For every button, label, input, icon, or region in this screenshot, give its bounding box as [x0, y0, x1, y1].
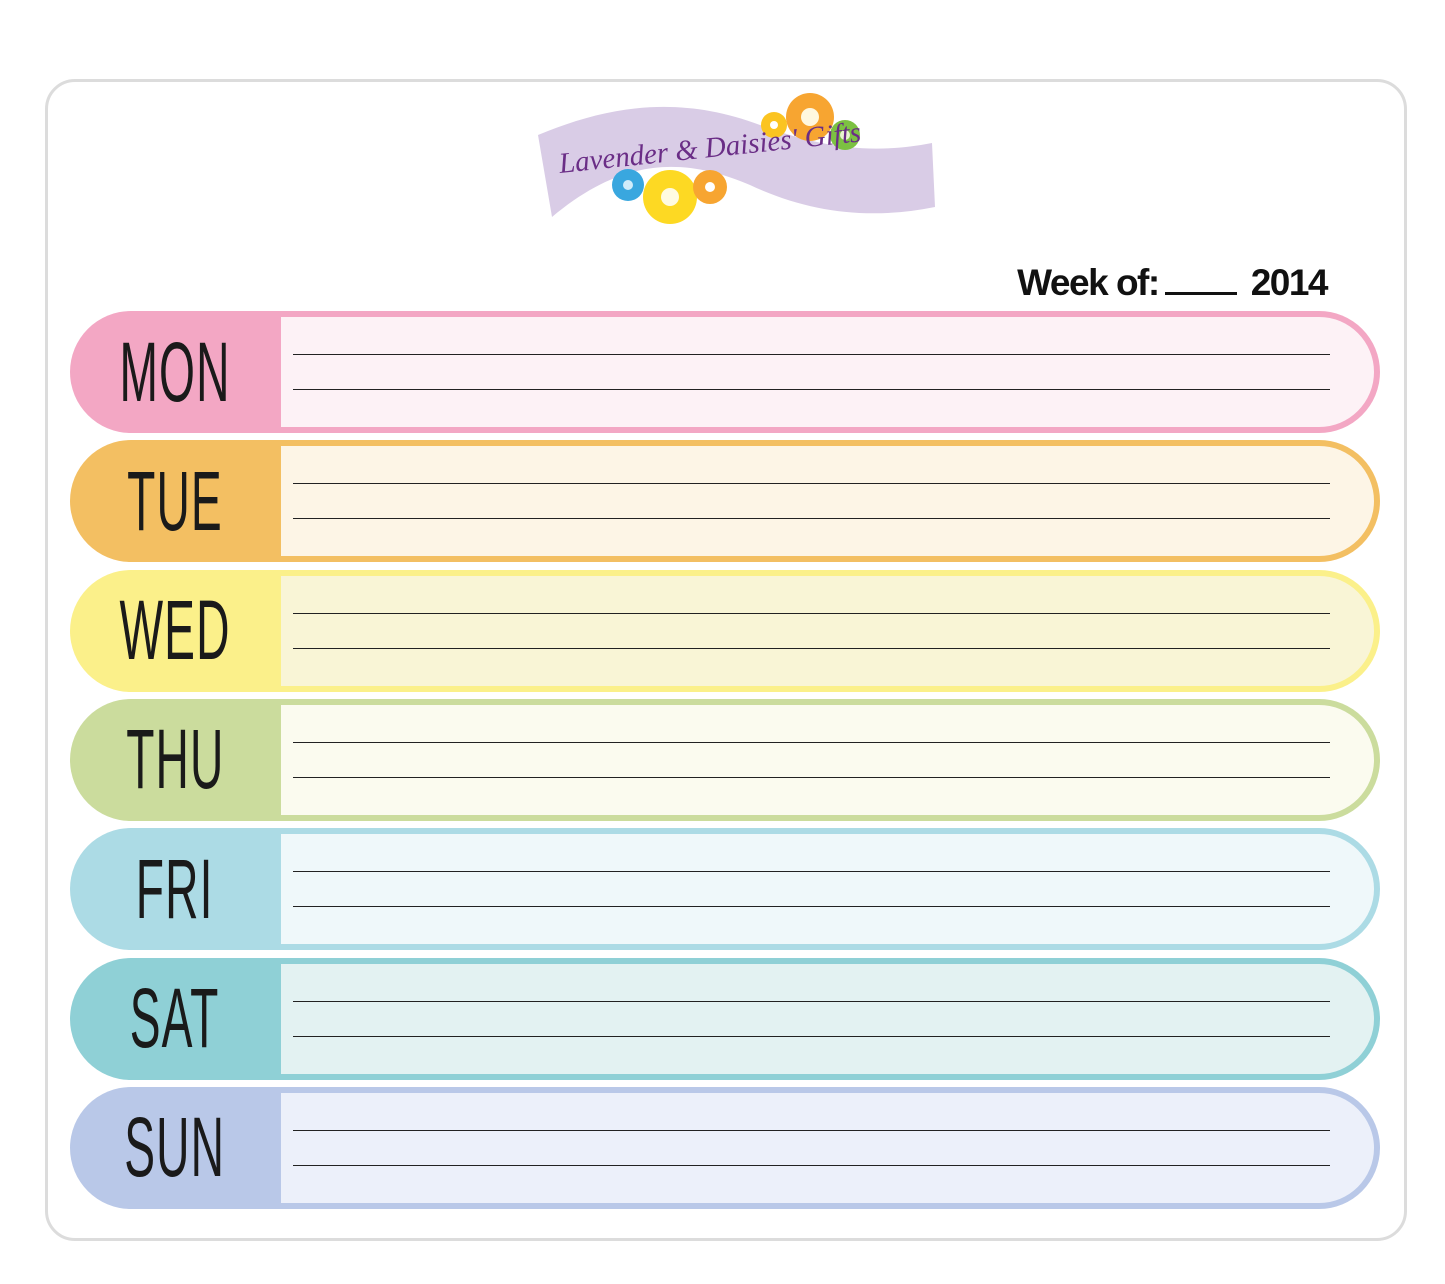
writing-line — [293, 776, 1330, 778]
writing-line — [293, 1000, 1330, 1002]
day-label: TUE — [127, 453, 223, 548]
logo: Lavender & Daisies' Gifts — [538, 93, 935, 224]
flower-icon — [612, 93, 860, 224]
day-row-fri: FRI — [70, 828, 1380, 951]
day-label: THU — [125, 712, 225, 807]
writing-line — [293, 483, 1330, 485]
writing-line — [293, 1164, 1330, 1166]
day-row-mon: MON — [70, 311, 1380, 433]
writing-line — [293, 518, 1330, 520]
day-row-sat: SAT — [70, 957, 1380, 1080]
week-of-label: Week of: — [1017, 262, 1160, 303]
day-row-tue: TUE — [70, 440, 1380, 563]
writing-line — [293, 1129, 1330, 1131]
day-tab: FRI — [70, 828, 280, 950]
week-blank[interactable] — [1164, 264, 1237, 295]
writing-line — [293, 1035, 1330, 1037]
year: 2014 — [1250, 262, 1329, 303]
day-label: FRI — [136, 841, 214, 936]
day-label: MON — [119, 324, 231, 419]
writing-line — [293, 871, 1330, 873]
notes-area[interactable] — [281, 575, 1374, 686]
writing-line — [293, 612, 1330, 614]
notes-area[interactable] — [281, 446, 1374, 557]
notes-area[interactable] — [281, 1092, 1374, 1203]
notes-area[interactable] — [281, 834, 1374, 945]
week-of-field: Week of: 2014 — [1017, 262, 1329, 304]
writing-line — [293, 906, 1330, 908]
day-row-sun: SUN — [70, 1086, 1380, 1209]
day-row-wed: WED — [70, 569, 1380, 692]
writing-line — [293, 354, 1330, 355]
day-tab: SUN — [70, 1087, 280, 1209]
notes-area[interactable] — [281, 704, 1374, 815]
day-tab: TUE — [70, 440, 280, 562]
notes-area[interactable] — [281, 963, 1374, 1074]
writing-line — [293, 741, 1330, 743]
day-tab: THU — [70, 699, 280, 821]
writing-line — [293, 389, 1330, 390]
day-label: WED — [119, 583, 231, 678]
day-tab: MON — [70, 311, 280, 433]
day-tab: WED — [70, 570, 280, 692]
notes-area[interactable] — [281, 317, 1374, 427]
writing-line — [293, 647, 1330, 649]
day-row-thu: THU — [70, 698, 1380, 821]
day-tab: SAT — [70, 958, 280, 1080]
day-label: SUN — [124, 1100, 226, 1195]
day-label: SAT — [130, 971, 220, 1065]
